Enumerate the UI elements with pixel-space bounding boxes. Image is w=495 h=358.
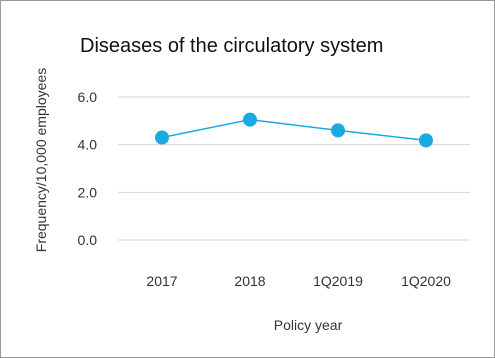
x-axis-label: Policy year [273,317,343,333]
series-line [161,118,427,142]
x-tick-label: 1Q2020 [401,273,451,289]
chart-title: Diseases of the circulatory system [80,35,384,57]
data-point [243,112,257,127]
y-tick-label: 2.0 [78,184,98,200]
x-tick-label: 2018 [234,273,265,289]
y-tick-label: 0.0 [78,232,98,248]
x-tick-label: 2017 [146,273,177,289]
data-point [155,130,169,145]
data-point [331,123,345,138]
y-tick-label: 6.0 [78,89,98,105]
x-tick-label: 1Q2019 [313,273,363,289]
data-point [419,133,433,148]
y-tick-label: 4.0 [78,137,98,153]
